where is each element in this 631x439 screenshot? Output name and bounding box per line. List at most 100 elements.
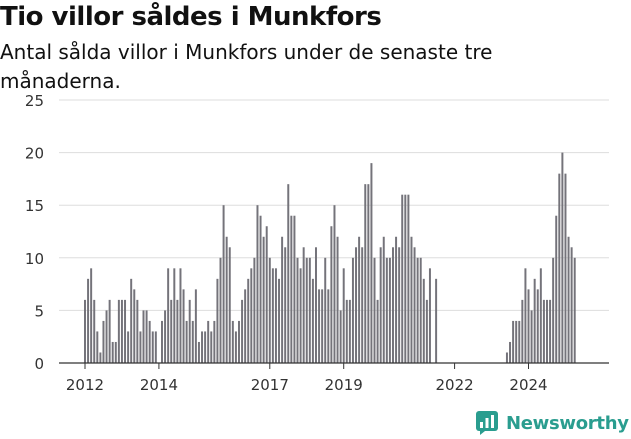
bar: [238, 320, 240, 363]
bar: [154, 331, 157, 363]
bar: [299, 268, 302, 363]
bar: [296, 257, 299, 363]
bar: [542, 299, 545, 363]
bar: [358, 236, 361, 363]
bar: [87, 278, 90, 363]
bar: [247, 278, 250, 363]
bar: [518, 320, 521, 363]
bar: [114, 341, 117, 363]
x-tick-label: 2017: [251, 376, 289, 394]
bar: [419, 257, 422, 363]
bar: [549, 299, 552, 363]
bar: [274, 268, 277, 363]
x-tick-label: 2014: [140, 376, 178, 394]
chart-title: Tio villor såldes i Munkfors: [0, 2, 382, 32]
y-tick-label: 0: [34, 355, 44, 373]
bar: [241, 299, 244, 363]
bar: [567, 236, 570, 363]
bar: [561, 152, 564, 363]
bar: [284, 247, 287, 363]
newsworthy-logo-icon: [476, 411, 498, 435]
bar: [108, 299, 111, 363]
bar: [281, 236, 284, 363]
bar: [201, 331, 204, 363]
bar: [533, 278, 536, 363]
bar: [102, 320, 105, 363]
bar: [234, 331, 237, 363]
bar: [530, 310, 533, 363]
bar: [84, 299, 86, 363]
x-tick-label: 2022: [435, 376, 473, 394]
bar: [148, 320, 151, 363]
bar: [388, 257, 391, 363]
bar: [176, 299, 179, 363]
bar: [564, 173, 567, 363]
bar: [367, 184, 370, 363]
bar: [505, 352, 508, 363]
bar: [305, 257, 308, 363]
bar: [416, 257, 419, 363]
bar: [373, 257, 376, 363]
bar: [376, 299, 379, 363]
bar: [422, 278, 425, 363]
bar: [96, 331, 99, 363]
bar: [194, 289, 197, 363]
bar: [293, 215, 296, 363]
bar: [515, 320, 518, 363]
bar: [271, 268, 274, 363]
bar: [290, 215, 293, 363]
bar: [191, 320, 194, 363]
bar: [164, 310, 167, 363]
bar: [573, 257, 576, 363]
bar: [385, 257, 388, 363]
bar: [151, 331, 154, 363]
bar: [253, 257, 256, 363]
bar: [364, 184, 367, 363]
bar: [262, 236, 265, 363]
bar: [287, 184, 290, 363]
bar: [182, 289, 185, 363]
bar: [521, 299, 524, 363]
bar: [311, 278, 314, 363]
bar: [370, 163, 373, 363]
bar: [321, 289, 324, 363]
bar: [161, 320, 163, 363]
bar: [142, 310, 145, 363]
bar: [552, 257, 555, 363]
bar: [336, 236, 339, 363]
bar: [117, 299, 120, 363]
bar: [197, 341, 200, 363]
bar: [404, 194, 407, 363]
bar: [527, 289, 530, 363]
bar: [555, 215, 558, 363]
bar: [512, 320, 515, 363]
bar: [259, 215, 262, 363]
chart-subtitle: Antal sålda villor i Munkfors under de s…: [0, 40, 493, 93]
bar: [339, 310, 342, 363]
bar-chart: 0 5 10 15 20 25 2012 2014 2017 2019 2022 2024 10: [25, 0, 609, 394]
x-tick-label: 2012: [66, 376, 104, 394]
bar: [318, 289, 321, 363]
y-tick-label: 15: [25, 197, 44, 215]
bar: [136, 299, 139, 363]
bar: [413, 247, 416, 363]
bar: [546, 299, 548, 363]
bar: [207, 320, 210, 363]
bar: [127, 331, 130, 363]
bar: [392, 247, 394, 363]
bar: [425, 299, 428, 363]
bar: [90, 268, 93, 363]
bar: [407, 194, 410, 363]
bar: [124, 299, 127, 363]
bar: [315, 247, 317, 363]
bar: [105, 310, 108, 363]
bar: [167, 268, 170, 363]
bar: [133, 289, 136, 363]
brand-name: Newsworthy: [506, 412, 629, 434]
bar: [558, 173, 561, 363]
bar: [342, 268, 345, 363]
y-tick-label: 10: [25, 250, 44, 268]
y-tick-label: 5: [34, 302, 44, 320]
bar: [302, 247, 305, 363]
bar: [395, 236, 398, 363]
